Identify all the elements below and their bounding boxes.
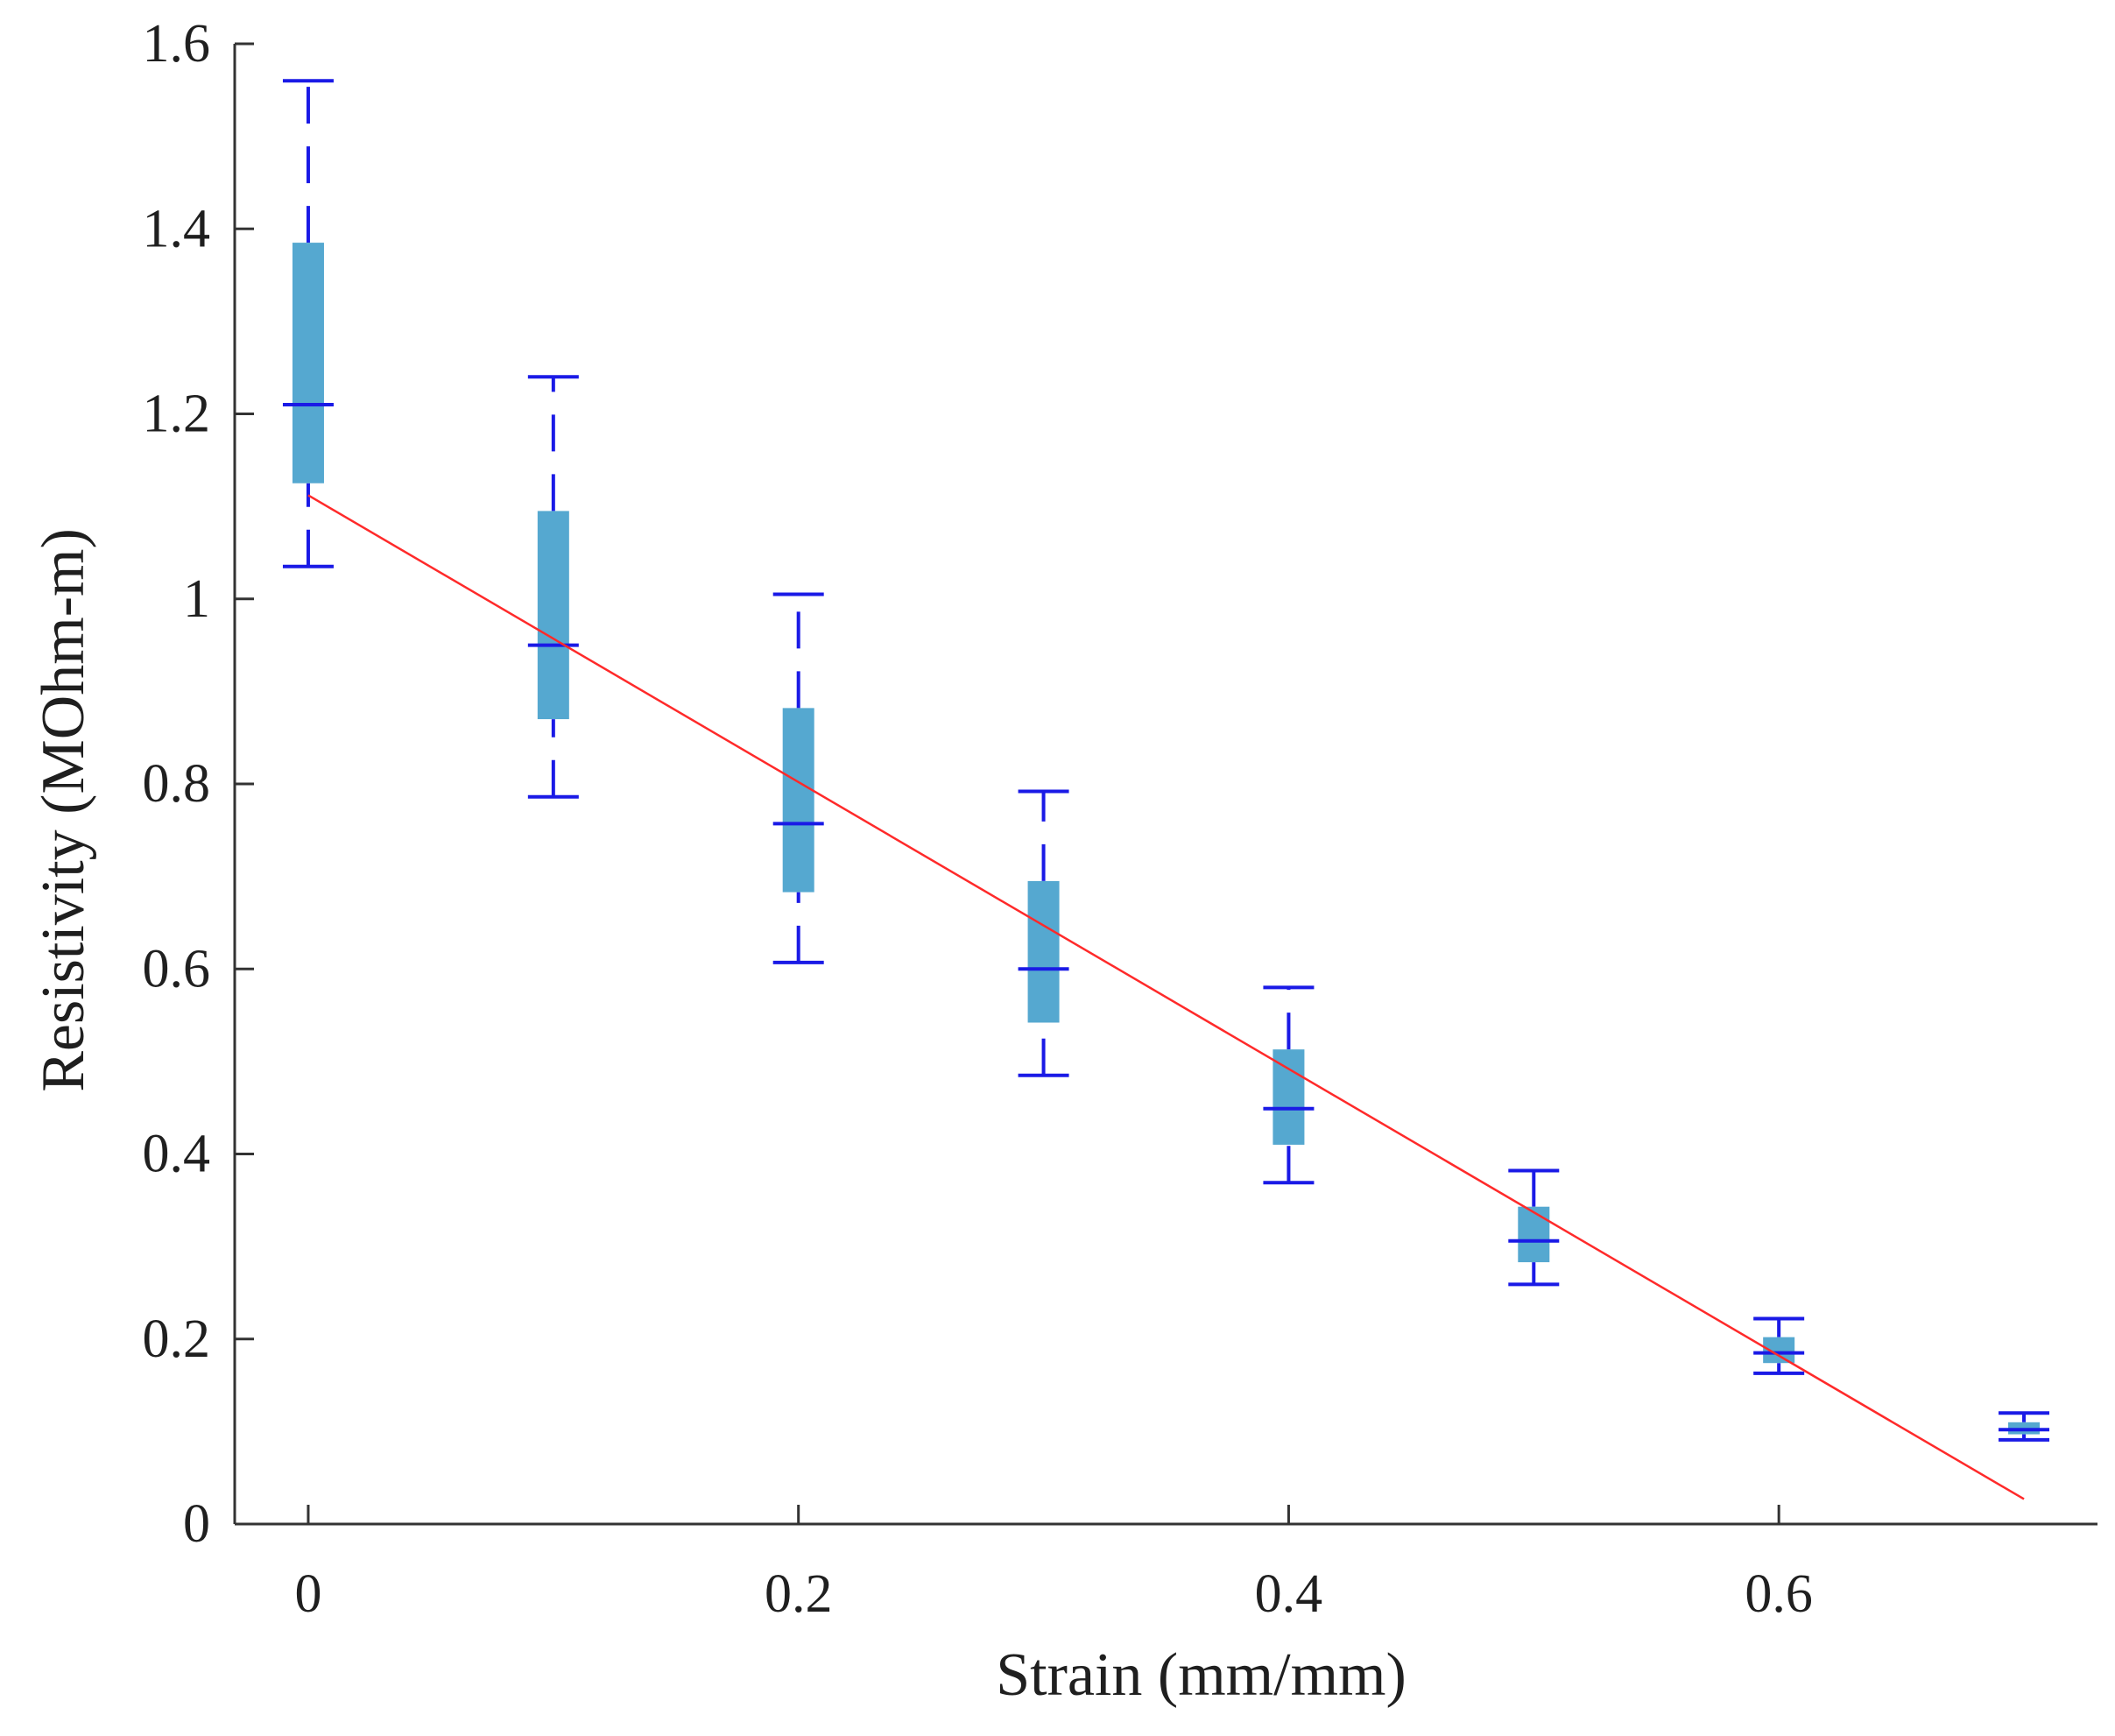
x-tick-label: 0 <box>294 1564 321 1624</box>
box-plot-item <box>282 79 334 568</box>
iqr-box <box>1273 1049 1305 1145</box>
y-tick-label: 0 <box>183 1494 210 1554</box>
y-tick-label: 0.6 <box>143 939 211 999</box>
box-plot-item <box>1508 1168 1560 1287</box>
box-plot-item <box>1018 789 1069 1077</box>
box-series <box>282 79 2050 1442</box>
y-tick-label: 1.2 <box>143 385 211 444</box>
box-plot-item <box>1263 985 1315 1185</box>
fit-line <box>307 494 2025 1500</box>
axes: 0 0.2 0.4 0.6 0.8 1 1.2 1.4 1.6 0 0.2 0.4 0.6 <box>143 14 2097 1624</box>
y-axis-title: Resistivity (MOhm-m) <box>30 528 97 1092</box>
y-tick-label: 0.2 <box>143 1309 211 1369</box>
y-tick-label: 0.8 <box>143 754 211 814</box>
x-tick-label: 0.6 <box>1745 1564 1813 1624</box>
x-tick-label: 0.2 <box>765 1564 833 1624</box>
box-plot-item <box>527 375 579 799</box>
box-plot-item <box>1999 1411 2050 1442</box>
box-plot-item <box>772 592 824 964</box>
y-tick-label: 1.4 <box>143 199 211 258</box>
y-tick-label: 0.4 <box>143 1125 211 1184</box>
iqr-box <box>292 243 324 483</box>
iqr-box <box>537 511 569 720</box>
iqr-box <box>1027 880 1060 1023</box>
iqr-box <box>782 708 814 893</box>
fit-line-group <box>307 494 2025 1500</box>
x-tick-label: 0.4 <box>1255 1564 1323 1624</box>
y-tick-label: 1.6 <box>143 14 211 74</box>
iqr-box <box>1518 1206 1550 1263</box>
y-tick-label: 1 <box>183 569 210 629</box>
x-axis-title: Strain (mm/mm) <box>996 1641 1406 1709</box>
